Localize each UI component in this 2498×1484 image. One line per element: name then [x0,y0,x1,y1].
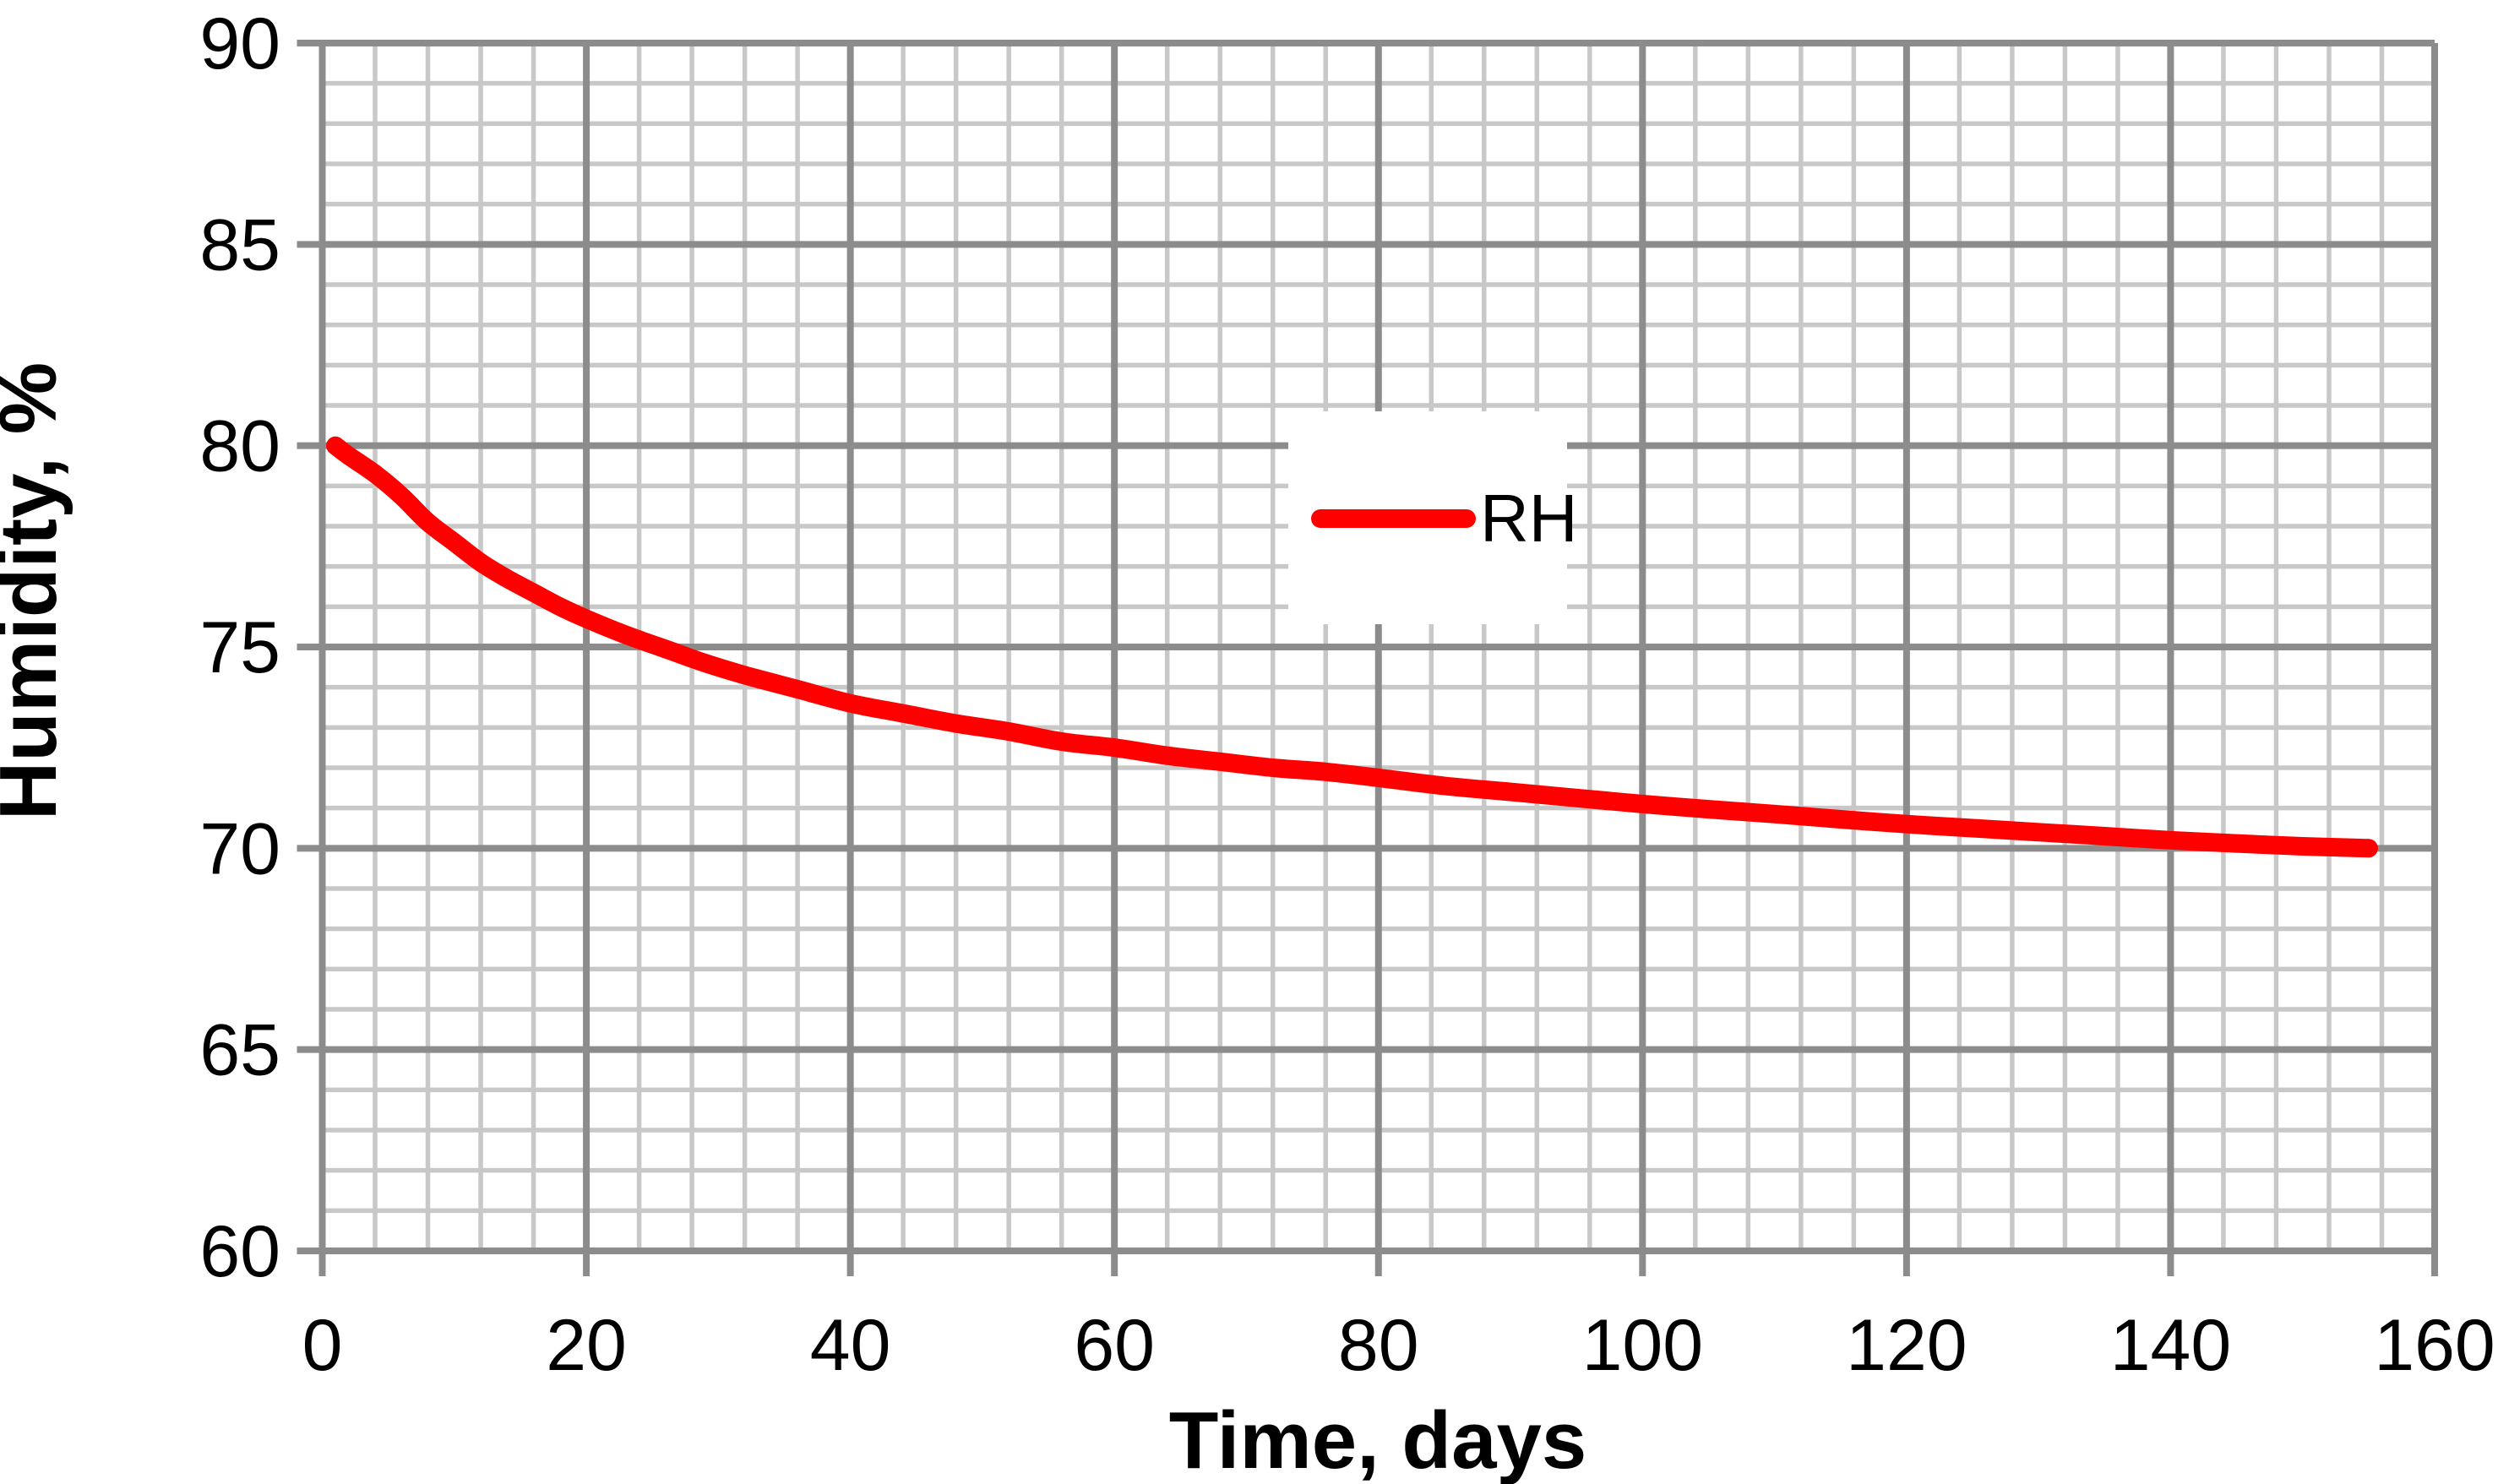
y-tick-label: 85 [199,204,280,285]
axis-ticks [297,40,2438,1276]
y-axis-title: Humidity, % [0,362,73,820]
x-tick-label: 100 [1582,1305,1704,1386]
y-tick-labels: 60 65 70 75 80 85 90 [199,3,280,1292]
x-tick-label: 120 [1846,1305,1967,1386]
y-tick-label: 75 [199,607,280,688]
rh-curve [326,436,2378,858]
y-tick-label: 80 [199,406,280,487]
x-tick-label: 60 [1074,1305,1155,1386]
x-tick-label: 160 [2374,1305,2495,1386]
y-tick-label: 65 [199,1010,280,1091]
x-tick-label: 40 [810,1305,891,1386]
y-tick-label: 90 [199,3,280,84]
x-tick-label: 140 [2110,1305,2232,1386]
y-tick-label: 60 [199,1211,280,1292]
x-tick-label: 80 [1338,1305,1419,1386]
legend-label: RH [1480,481,1578,556]
y-tick-label: 70 [199,808,280,889]
x-axis-title: Time, days [1169,1395,1586,1484]
x-tick-label: 0 [302,1305,343,1386]
x-tick-labels: 0 20 40 60 80 100 120 140 160 [302,1305,2495,1386]
x-tick-label: 20 [546,1305,627,1386]
legend: RH [1288,411,1578,624]
